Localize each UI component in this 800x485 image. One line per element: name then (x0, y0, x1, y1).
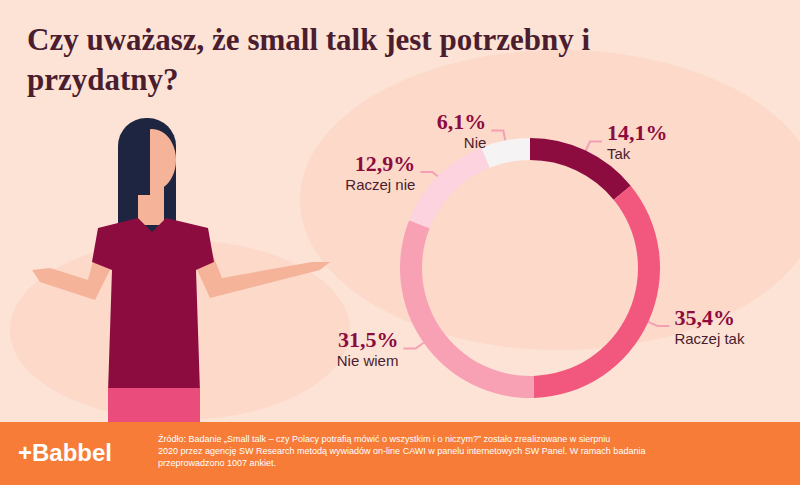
svg-text:31,5%: 31,5% (338, 327, 399, 352)
svg-text:+Babbel: +Babbel (18, 439, 112, 466)
svg-text:Raczej nie: Raczej nie (345, 176, 415, 193)
svg-text:Nie: Nie (464, 134, 487, 151)
svg-text:Czy uważasz, że small talk jes: Czy uważasz, że small talk jest potrzebn… (27, 22, 598, 57)
svg-text:12,9%: 12,9% (355, 151, 416, 176)
svg-text:Źródło: Badanie „Small talk –: Źródło: Badanie „Small talk – czy Polacy… (158, 434, 613, 444)
svg-text:2020 przez agencję SW Research: 2020 przez agencję SW Research metodą wy… (158, 446, 648, 456)
svg-text:przeprowadzono 1007 ankiet.: przeprowadzono 1007 ankiet. (158, 458, 276, 468)
svg-text:Raczej tak: Raczej tak (674, 330, 745, 347)
svg-text:6,1%: 6,1% (437, 109, 487, 134)
svg-text:przydatny?: przydatny? (27, 62, 179, 97)
svg-text:14,1%: 14,1% (607, 120, 668, 145)
svg-text:35,4%: 35,4% (674, 305, 735, 330)
svg-text:Nie wiem: Nie wiem (337, 352, 399, 369)
svg-text:Tak: Tak (607, 145, 631, 162)
